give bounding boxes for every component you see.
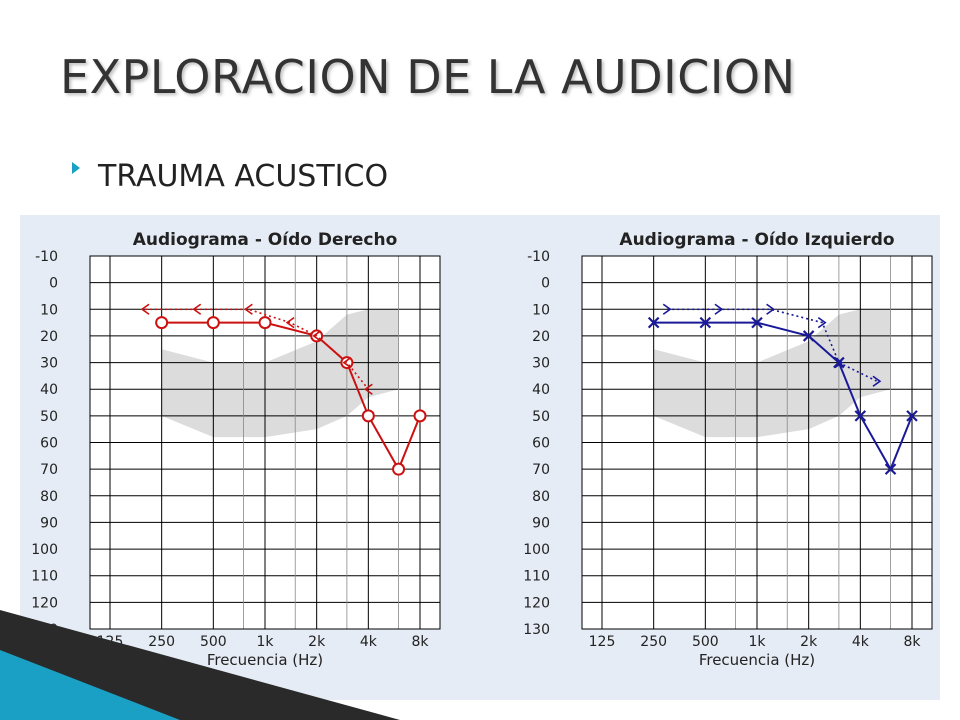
chart-title: Audiograma - Oído Derecho (133, 230, 398, 250)
y-tick-label: -10 (35, 249, 58, 265)
data-point-bracket (714, 303, 724, 315)
x-tick-label: 1k (256, 634, 274, 650)
data-point-bracket (766, 303, 775, 315)
y-tick-label: 70 (40, 462, 58, 478)
data-point-circle (392, 462, 406, 476)
data-point-bracket (285, 316, 295, 329)
y-tick-label: 0 (49, 276, 58, 292)
data-point-circle (413, 409, 427, 423)
air-conduction-line (653, 321, 913, 472)
y-tick-label: 50 (532, 409, 550, 425)
y-tick-label: 100 (31, 542, 58, 558)
y-tick-label: 60 (532, 436, 550, 452)
chart-title: Audiograma - Oído Izquierdo (619, 230, 894, 250)
triangle-bullet-icon (72, 162, 80, 174)
y-tick-label: 20 (40, 329, 58, 345)
data-point-bracket (363, 383, 373, 395)
y-tick-label: -10 (527, 249, 550, 265)
y-tick-label: 30 (532, 356, 550, 372)
audiogram-charts: Audiograma - Oído Derecho -10 0 10 20 30 40 50 6… (31, 230, 933, 669)
y-tick-label: 110 (31, 569, 58, 585)
data-point-x (884, 463, 897, 475)
data-point-circle (258, 316, 272, 330)
bone-conduction-line (145, 308, 369, 390)
data-point-x (906, 410, 918, 422)
y-tick-label: 0 (541, 276, 550, 292)
data-point-x (802, 330, 815, 342)
y-tick-label: 120 (31, 595, 58, 611)
data-point-bracket (662, 303, 672, 315)
y-tick-label: 50 (40, 409, 58, 425)
data-point-bracket (140, 303, 150, 315)
x-axis-label: Frecuencia (Hz) (207, 651, 323, 669)
data-point-circle (155, 316, 169, 330)
data-point-bracket (192, 303, 202, 315)
data-point-bracket (312, 330, 322, 342)
y-tick-label: 90 (532, 515, 550, 531)
x-tick-label: 500 (692, 634, 719, 650)
x-tick-label: 1k (748, 634, 766, 650)
y-tick-label: 100 (523, 542, 550, 558)
corner-decoration (0, 610, 400, 720)
bullet-text: TRAUMA ACUSTICO (98, 159, 389, 194)
plot-border (89, 255, 441, 630)
y-tick-label: 40 (40, 382, 58, 398)
audiogram-panel: Audiograma - Oído Derecho -10 0 10 20 30 40 50 6… (20, 215, 940, 700)
x-tick-label: 8k (903, 634, 921, 650)
data-point-x (833, 356, 845, 369)
y-tick-label: 130 (523, 622, 550, 638)
x-tick-label: 2k (308, 634, 326, 650)
data-point-x (751, 316, 763, 329)
data-point-x (699, 316, 712, 329)
x-tick-label: 2k (800, 634, 818, 650)
normal-range-band (653, 309, 891, 438)
x-tick-label: 250 (148, 634, 175, 650)
y-tick-label: 30 (40, 356, 58, 372)
y-tick-label: 90 (40, 515, 58, 531)
data-point-bracket (817, 316, 827, 329)
data-point-bracket (243, 303, 253, 315)
y-tick-label: 10 (532, 302, 550, 318)
data-point-x (854, 410, 867, 422)
data-point-circle (206, 316, 220, 330)
x-tick-label: 125 (589, 634, 616, 650)
y-tick-label: 110 (523, 569, 550, 585)
x-tick-label: 500 (200, 634, 227, 650)
y-tick-label: 10 (40, 302, 58, 318)
x-tick-label: 4k (360, 634, 378, 650)
y-tick-label: 20 (532, 329, 550, 345)
x-axis-label: Frecuencia (Hz) (699, 651, 815, 669)
slide-title: EXPLORACION DE LA AUDICION (60, 50, 796, 104)
x-tick-label: 250 (640, 634, 667, 650)
y-tick-label: 80 (40, 489, 58, 505)
data-point-bracket (872, 375, 882, 387)
x-tick-label: 4k (852, 634, 870, 650)
y-tick-label: 120 (523, 595, 550, 611)
bone-conduction-line (667, 308, 878, 382)
data-point-bracket (834, 356, 844, 369)
normal-range-band (161, 309, 399, 438)
air-conduction-line (161, 321, 421, 472)
data-point-circle (361, 409, 375, 423)
y-tick-label: 80 (532, 489, 550, 505)
y-tick-label: 40 (532, 382, 550, 398)
data-point-bracket (342, 356, 352, 369)
y-tick-label: 60 (40, 436, 58, 452)
y-tick-label: 70 (532, 462, 550, 478)
x-tick-label: 8k (411, 634, 429, 650)
plot-border (581, 255, 933, 630)
data-point-x (647, 316, 660, 329)
